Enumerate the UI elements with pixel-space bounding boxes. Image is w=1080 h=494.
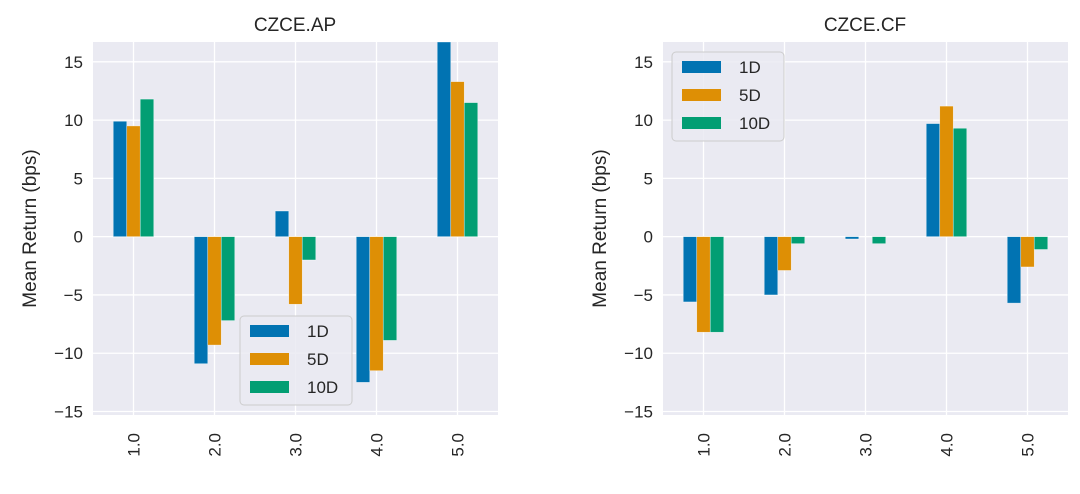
- bar-5d-5-0: [450, 81, 465, 237]
- bar-10d-2-0: [220, 236, 236, 321]
- y-tick-label: 15: [64, 53, 83, 72]
- bar-1d-5-0: [436, 41, 452, 237]
- y-tick-label: −5: [64, 286, 83, 305]
- chart-title: CZCE.AP: [254, 15, 336, 36]
- legend-label: 10D: [739, 114, 770, 133]
- y-tick-label: 5: [644, 169, 653, 188]
- bar-5d-1-0: [126, 125, 141, 237]
- legend-swatch-5d: [682, 89, 721, 101]
- x-tick-label: 1.0: [125, 433, 144, 457]
- bar-10d-5-0: [1033, 236, 1049, 250]
- legend-swatch-10d: [250, 381, 289, 393]
- bar-1d-5-0: [1006, 236, 1022, 304]
- bar-10d-4-0: [382, 236, 398, 341]
- bar-5d-4-0: [369, 236, 384, 372]
- legend-label: 10D: [307, 378, 338, 397]
- bar-10d-3-0: [871, 236, 887, 244]
- y-axis-label: Mean Return (bps): [590, 149, 611, 307]
- bar-1d-3-0: [844, 236, 860, 240]
- bar-5d-5-0: [1020, 236, 1035, 268]
- y-tick-label: 10: [634, 111, 653, 130]
- y-axis-label: Mean Return (bps): [20, 149, 41, 307]
- x-tick-label: 5.0: [449, 433, 468, 457]
- bar-5d-1-0: [696, 236, 711, 333]
- bar-1d-2-0: [763, 236, 779, 296]
- x-tick-label: 1.0: [695, 433, 714, 457]
- y-tick-label: −15: [54, 403, 83, 422]
- bar-1d-4-0: [925, 123, 941, 237]
- x-tick-label: 5.0: [1019, 433, 1038, 457]
- bar-1d-1-0: [682, 236, 698, 303]
- x-tick-label: 2.0: [206, 433, 225, 457]
- x-tick-label: 3.0: [287, 433, 306, 457]
- legend-swatch-1d: [682, 61, 721, 73]
- bar-10d-3-0: [301, 236, 317, 261]
- x-tick-label: 4.0: [938, 433, 957, 457]
- bar-1d-2-0: [193, 236, 209, 365]
- y-tick-label: 0: [644, 228, 653, 247]
- x-tick-label: 2.0: [776, 433, 795, 457]
- bar-5d-2-0: [207, 236, 222, 346]
- bar-10d-5-0: [463, 102, 479, 237]
- y-tick-label: 15: [634, 53, 653, 72]
- legend-swatch-1d: [250, 325, 289, 337]
- bar-10d-1-0: [709, 236, 725, 333]
- legend-label: 5D: [739, 86, 761, 105]
- legend-swatch-10d: [682, 117, 721, 129]
- bar-10d-4-0: [952, 127, 968, 237]
- legend: 1D 5D 10D: [671, 51, 785, 142]
- legend-label: 1D: [307, 322, 329, 341]
- y-tick-label: 10: [64, 111, 83, 130]
- chart-title: CZCE.CF: [824, 15, 906, 36]
- y-tick-label: −10: [624, 344, 653, 363]
- bar-5d-2-0: [777, 236, 792, 271]
- chart-czce-ap: −15 −10 −5 0 5 10 15 1.0 2.0 3.0 4.0 5.0 CZCE.AP Mean…: [20, 15, 498, 457]
- y-tick-label: −10: [54, 344, 83, 363]
- bar-1d-4-0: [355, 236, 371, 383]
- legend-label: 1D: [739, 58, 761, 77]
- chart-czce-cf: −15 −10 −5 0 5 10 15 1.0 2.0 3.0 4.0 5.0 CZCE.CF Mean…: [590, 15, 1068, 457]
- y-tick-label: 0: [74, 228, 83, 247]
- x-tick-label: 4.0: [368, 433, 387, 457]
- y-tick-label: −5: [634, 286, 653, 305]
- y-tick-label: −15: [624, 403, 653, 422]
- legend-label: 5D: [307, 350, 329, 369]
- bar-1d-3-0: [274, 210, 290, 237]
- legend-swatch-5d: [250, 353, 289, 365]
- x-tick-label: 3.0: [857, 433, 876, 457]
- bar-1d-1-0: [112, 120, 128, 237]
- legend: 1D 5D 10D: [239, 315, 353, 406]
- bar-5d-4-0: [939, 105, 954, 237]
- bar-10d-1-0: [139, 98, 155, 237]
- y-tick-label: 5: [74, 169, 83, 188]
- bar-5d-3-0: [288, 236, 303, 305]
- bar-10d-2-0: [790, 236, 806, 244]
